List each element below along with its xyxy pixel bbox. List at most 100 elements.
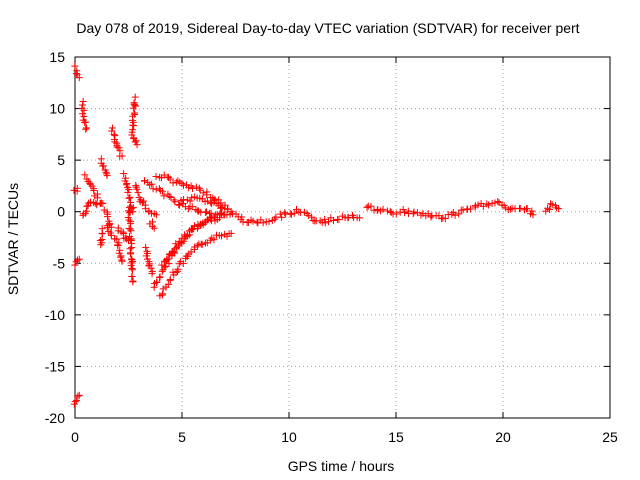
data-point-marker	[133, 141, 141, 149]
data-point-marker	[528, 207, 536, 215]
data-point-marker	[158, 187, 166, 195]
data-point-marker	[73, 187, 81, 195]
data-point-marker	[93, 201, 101, 209]
data-point-marker	[132, 182, 140, 190]
data-point-marker	[118, 257, 126, 265]
data-point-marker	[132, 137, 140, 145]
data-point-marker	[188, 203, 196, 211]
data-point-marker	[79, 97, 87, 105]
data-point-marker	[177, 238, 185, 246]
data-point-marker	[427, 213, 435, 221]
data-point-marker	[131, 93, 139, 101]
data-point-marker	[113, 143, 121, 151]
data-point-marker	[129, 203, 137, 211]
y-tick-label: -20	[45, 410, 65, 426]
data-point-marker	[281, 209, 289, 217]
data-point-marker	[508, 204, 516, 212]
data-point-marker	[321, 215, 329, 223]
data-point-marker	[113, 235, 121, 243]
data-point-marker	[80, 106, 88, 114]
data-point-marker	[90, 187, 98, 195]
data-point-marker	[125, 209, 133, 217]
data-point-marker	[387, 208, 395, 216]
y-tick-label: 5	[57, 152, 65, 168]
data-point-marker	[485, 201, 493, 209]
data-point-marker	[108, 124, 116, 132]
data-point-marker	[190, 222, 198, 230]
data-point-marker	[126, 193, 134, 201]
data-point-marker	[174, 265, 182, 273]
data-point-marker	[127, 262, 135, 270]
data-point-marker	[171, 245, 179, 253]
data-point-marker	[188, 225, 196, 233]
data-point-marker	[165, 260, 173, 268]
data-point-marker	[75, 255, 83, 263]
data-point-marker	[210, 198, 218, 206]
data-point-marker	[158, 261, 166, 269]
data-point-marker	[74, 392, 82, 400]
data-point-marker	[399, 206, 407, 214]
data-point-marker	[165, 192, 173, 200]
data-point-marker	[213, 199, 221, 207]
data-point-marker	[128, 257, 136, 265]
data-point-marker	[97, 241, 105, 249]
data-point-marker	[202, 208, 210, 216]
data-point-marker	[153, 278, 161, 286]
data-point-marker	[463, 205, 471, 213]
data-point-marker	[148, 270, 156, 278]
data-point-marker	[179, 181, 187, 189]
data-point-marker	[523, 205, 531, 213]
data-point-marker	[175, 200, 183, 208]
data-point-marker	[82, 118, 90, 126]
data-point-marker	[203, 188, 211, 196]
data-point-marker	[72, 69, 80, 77]
data-point-marker	[92, 200, 100, 208]
data-point-marker	[124, 188, 132, 196]
data-point-marker	[142, 252, 150, 260]
data-point-marker	[189, 184, 197, 192]
data-point-marker	[451, 211, 459, 219]
data-point-marker	[488, 199, 496, 207]
data-point-marker	[441, 215, 449, 223]
data-point-marker	[158, 267, 166, 275]
data-point-marker	[169, 179, 177, 187]
data-point-marker	[115, 144, 123, 152]
data-point-marker	[367, 202, 375, 210]
x-tick-label: 0	[71, 429, 79, 445]
x-axis-label: GPS time / hours	[288, 458, 395, 474]
data-point-marker	[548, 201, 556, 209]
data-point-marker	[227, 229, 235, 237]
data-point-marker	[410, 208, 418, 216]
data-point-marker	[321, 219, 329, 227]
data-point-marker	[140, 197, 148, 205]
data-point-marker	[120, 170, 128, 178]
data-point-marker	[305, 212, 313, 220]
data-point-marker	[192, 183, 200, 191]
data-point-marker	[198, 240, 206, 248]
data-point-marker	[163, 255, 171, 263]
data-point-marker	[392, 210, 400, 218]
data-point-marker	[71, 62, 79, 70]
data-point-marker	[494, 198, 502, 206]
data-point-marker	[129, 278, 137, 286]
data-point-marker	[129, 104, 137, 112]
data-point-marker	[160, 192, 168, 200]
data-point-marker	[149, 185, 157, 193]
data-point-marker	[152, 185, 160, 193]
data-point-marker	[104, 213, 112, 221]
data-point-marker	[455, 210, 463, 218]
data-point-marker	[259, 219, 267, 227]
data-point-marker	[128, 265, 136, 273]
data-point-marker	[204, 197, 212, 205]
y-tick-label: 0	[57, 204, 65, 220]
data-point-marker	[448, 210, 456, 218]
data-point-marker	[211, 211, 219, 219]
data-point-marker	[152, 172, 160, 180]
data-point-marker	[71, 261, 79, 269]
data-point-marker	[142, 243, 150, 251]
data-point-marker	[107, 231, 115, 239]
data-point-marker	[221, 211, 229, 219]
data-point-marker	[238, 213, 246, 221]
data-point-marker	[547, 200, 555, 208]
data-point-marker	[141, 177, 149, 185]
